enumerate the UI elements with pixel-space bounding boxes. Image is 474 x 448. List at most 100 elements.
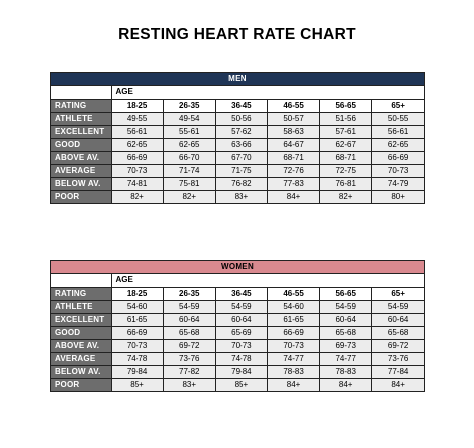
men-heading: MEN xyxy=(51,73,424,86)
heart-rate-cell: 77-84 xyxy=(371,365,424,379)
heart-rate-cell: 73-76 xyxy=(371,352,424,366)
heart-rate-cell: 65-68 xyxy=(319,326,373,340)
rating-category-label: ABOVE AV. xyxy=(51,339,112,353)
age-range-cell: 26-35 xyxy=(163,287,216,301)
age-range-cell: 65+ xyxy=(371,287,424,301)
heart-rate-cell: 54-59 xyxy=(215,300,268,314)
page-title: RESTING HEART RATE CHART xyxy=(118,26,356,43)
rating-category-label: AVERAGE xyxy=(51,164,112,178)
heart-rate-cell: 72-76 xyxy=(267,164,321,178)
age-range-cell: 56-65 xyxy=(319,287,373,301)
heart-rate-cell: 62-65 xyxy=(371,138,424,152)
heart-rate-cell: 84+ xyxy=(371,378,424,391)
heart-rate-cell: 66-69 xyxy=(267,326,321,340)
rating-category-label: ABOVE AV. xyxy=(51,151,112,165)
age-range-row: RATING 18-25 26-35 36-45 46-55 56-65 65+ xyxy=(51,99,424,113)
heart-rate-cell: 70-73 xyxy=(215,339,268,353)
heart-rate-cell: 76-82 xyxy=(215,177,268,191)
heart-rate-cell: 65-69 xyxy=(215,326,268,340)
heart-rate-cell: 54-59 xyxy=(319,300,373,314)
heart-rate-cell: 77-82 xyxy=(163,365,216,379)
corner-cell xyxy=(51,86,112,100)
table-row: EXCELLENT 56-61 55-61 57-62 58-63 57-61 56-61 xyxy=(51,125,424,139)
heart-rate-cell: 77-83 xyxy=(267,177,321,191)
heart-rate-cell: 84+ xyxy=(267,378,321,391)
women-table: AGE RATING 18-25 26-35 36-45 46-55 56-65 65+ ATH… xyxy=(51,274,424,391)
heart-rate-cell: 61-65 xyxy=(267,313,321,327)
heart-rate-cell: 74-81 xyxy=(111,177,164,191)
heart-rate-cell: 78-83 xyxy=(319,365,373,379)
heart-rate-cell: 55-61 xyxy=(163,125,216,139)
heart-rate-cell: 74-78 xyxy=(215,352,268,366)
table-row: ATHLETE 49-55 49-54 50-56 50-57 51-56 50-55 xyxy=(51,112,424,126)
heart-rate-cell: 69-72 xyxy=(163,339,216,353)
heart-rate-cell: 69-73 xyxy=(319,339,373,353)
heart-rate-cell: 83+ xyxy=(163,378,216,391)
rating-category-label: AVERAGE xyxy=(51,352,112,366)
heart-rate-cell: 57-62 xyxy=(215,125,268,139)
rating-category-label: POOR xyxy=(51,190,112,203)
table-row: GOOD 62-65 62-65 63-66 64-67 62-67 62-65 xyxy=(51,138,424,152)
heart-rate-cell: 50-57 xyxy=(267,112,321,126)
heart-rate-cell: 82+ xyxy=(111,190,164,203)
heart-rate-cell: 67-70 xyxy=(215,151,268,165)
heart-rate-cell: 68-71 xyxy=(267,151,321,165)
age-range-cell: 36-45 xyxy=(215,99,268,113)
heart-rate-cell: 54-59 xyxy=(163,300,216,314)
heart-rate-cell: 49-55 xyxy=(111,112,164,126)
age-range-row: RATING 18-25 26-35 36-45 46-55 56-65 65+ xyxy=(51,287,424,301)
age-range-cell: 46-55 xyxy=(267,99,321,113)
heart-rate-cell: 82+ xyxy=(163,190,216,203)
heart-rate-cell: 82+ xyxy=(319,190,373,203)
heart-rate-cell: 50-56 xyxy=(215,112,268,126)
heart-rate-cell: 54-60 xyxy=(111,300,164,314)
heart-rate-cell: 64-67 xyxy=(267,138,321,152)
heart-rate-cell: 73-76 xyxy=(163,352,216,366)
heart-rate-cell: 65-68 xyxy=(371,326,424,340)
rating-category-label: ATHLETE xyxy=(51,112,112,126)
age-range-cell: 65+ xyxy=(371,99,424,113)
heart-rate-cell: 79-84 xyxy=(111,365,164,379)
heart-rate-cell: 49-54 xyxy=(163,112,216,126)
age-header-row: AGE xyxy=(51,86,424,100)
heart-rate-cell: 60-64 xyxy=(163,313,216,327)
table-row: ABOVE AV. 66-69 66-70 67-70 68-71 68-71 66-69 xyxy=(51,151,424,165)
heart-rate-cell: 74-77 xyxy=(319,352,373,366)
heart-rate-cell: 72-75 xyxy=(319,164,373,178)
heart-rate-cell: 50-55 xyxy=(371,112,424,126)
heart-rate-cell: 70-73 xyxy=(267,339,321,353)
rating-category-label: BELOW AV. xyxy=(51,365,112,379)
men-chart: MEN AGE RATING 18-25 26-35 36-45 46-55 56-65 65… xyxy=(50,72,425,204)
heart-rate-cell: 62-67 xyxy=(319,138,373,152)
heart-rate-cell: 56-61 xyxy=(371,125,424,139)
heart-rate-cell: 61-65 xyxy=(111,313,164,327)
corner-cell xyxy=(51,274,112,288)
heart-rate-cell: 70-73 xyxy=(111,339,164,353)
table-row: EXCELLENT 61-65 60-64 60-64 61-65 60-64 60-64 xyxy=(51,313,424,327)
age-range-cell: 18-25 xyxy=(111,287,164,301)
heart-rate-cell: 58-63 xyxy=(267,125,321,139)
rating-category-label: GOOD xyxy=(51,326,112,340)
heart-rate-cell: 69-72 xyxy=(371,339,424,353)
heart-rate-cell: 74-77 xyxy=(267,352,321,366)
heart-rate-cell: 74-78 xyxy=(111,352,164,366)
heart-rate-cell: 62-65 xyxy=(111,138,164,152)
table-row: AVERAGE 70-73 71-74 71-75 72-76 72-75 70-73 xyxy=(51,164,424,178)
heart-rate-cell: 85+ xyxy=(215,378,268,391)
heart-rate-cell: 76-81 xyxy=(319,177,373,191)
heart-rate-cell: 65-68 xyxy=(163,326,216,340)
age-range-cell: 46-55 xyxy=(267,287,321,301)
rating-category-label: EXCELLENT xyxy=(51,313,112,327)
table-row: POOR 85+ 83+ 85+ 84+ 84+ 84+ xyxy=(51,378,424,391)
age-range-cell: 18-25 xyxy=(111,99,164,113)
rating-category-label: ATHLETE xyxy=(51,300,112,314)
heart-rate-cell: 54-59 xyxy=(371,300,424,314)
women-heading: WOMEN xyxy=(51,261,424,274)
heart-rate-cell: 51-56 xyxy=(319,112,373,126)
rating-category-label: BELOW AV. xyxy=(51,177,112,191)
rating-label: RATING xyxy=(51,99,112,113)
heart-rate-cell: 83+ xyxy=(215,190,268,203)
rating-label: RATING xyxy=(51,287,112,301)
table-row: BELOW AV. 79-84 77-82 79-84 78-83 78-83 77-84 xyxy=(51,365,424,379)
heart-rate-cell: 80+ xyxy=(371,190,424,203)
